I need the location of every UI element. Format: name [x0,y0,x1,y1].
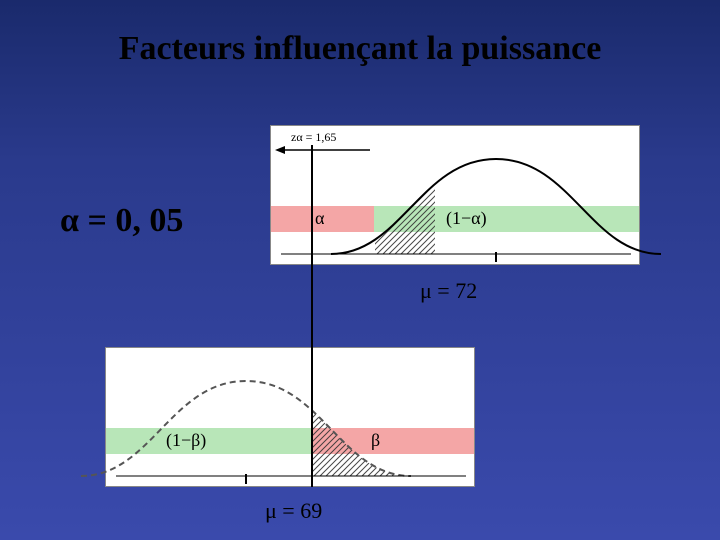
top-chart-box: zα = 1,65 α (1−α) [270,125,640,265]
alpha-value-label: α = 0, 05 [60,202,183,240]
slide-title: Facteurs influençant la puissance [40,30,680,68]
top-bell-curve [271,126,641,266]
bottom-chart-box: (1−β) β [105,347,475,487]
top-mu-label: μ = 72 [420,278,477,304]
bottom-bell-curve [106,348,476,488]
bottom-center-tick [245,474,247,484]
top-center-tick [495,252,497,262]
critical-value-vline [311,145,313,487]
bottom-mu-label: μ = 69 [265,498,322,524]
